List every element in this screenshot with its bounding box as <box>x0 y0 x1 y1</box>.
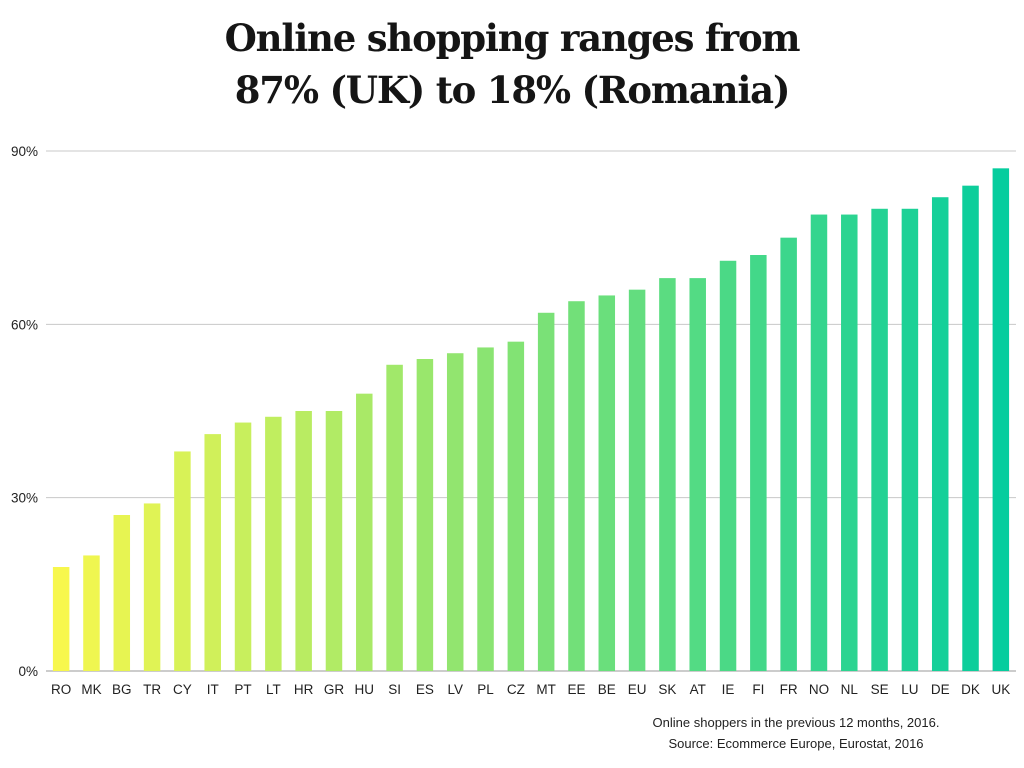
bar-ee <box>568 301 585 671</box>
footnote-source: Source: Ecommerce Europe, Eurostat, 2016 <box>668 736 924 751</box>
x-tick-label: IT <box>207 682 219 697</box>
bar-hu <box>356 393 373 671</box>
x-tick-label: PL <box>477 682 494 697</box>
bar-uk <box>992 168 1010 672</box>
x-tick-label: IE <box>722 682 735 697</box>
bar-ie <box>719 260 737 671</box>
x-tick-label: MT <box>536 682 556 697</box>
x-tick-label: NL <box>841 682 859 697</box>
y-tick-label: 60% <box>11 317 38 332</box>
x-tick-label: EU <box>628 682 647 697</box>
x-tick-label: LU <box>901 682 918 697</box>
x-tick-label: BE <box>598 682 616 697</box>
x-tick-label: LV <box>447 682 463 697</box>
footnote: Online shoppers in the previous 12 month… <box>616 712 976 754</box>
bar-nl <box>841 214 858 672</box>
bar-be <box>598 295 616 671</box>
x-tick-label: MK <box>81 682 101 697</box>
bar-si <box>386 364 403 671</box>
x-tick-label: EE <box>567 682 585 697</box>
x-tick-label: FR <box>780 682 798 697</box>
bar-pl <box>477 347 494 671</box>
chart-title-line-1: Online shopping ranges from <box>224 16 801 60</box>
x-tick-label: BG <box>112 682 132 697</box>
x-axis-ticks: RO MK BG TR CY IT PT LT HR GR HU SI ES LV PL CZ MT EE BE EU… <box>51 682 1010 697</box>
x-tick-label: RO <box>51 682 71 697</box>
x-tick-label: SI <box>388 682 401 697</box>
x-tick-label: LT <box>266 682 281 697</box>
x-tick-label: FI <box>752 682 764 697</box>
x-tick-label: UK <box>991 682 1010 697</box>
y-tick-label: 30% <box>11 491 38 506</box>
y-tick-label: 90% <box>11 144 38 159</box>
bars <box>52 168 1010 672</box>
x-tick-label: DK <box>961 682 980 697</box>
y-axis-ticks: 0% 30% 60% 90% <box>11 144 38 679</box>
gridlines <box>46 150 1016 672</box>
bar-tr <box>143 503 161 671</box>
x-tick-label: SK <box>658 682 676 697</box>
bar-lv <box>446 353 464 671</box>
x-tick-label: HR <box>294 682 314 697</box>
x-tick-label: HU <box>355 682 375 697</box>
footnote-description: Online shoppers in the previous 12 month… <box>652 715 940 730</box>
x-tick-label: DE <box>931 682 950 697</box>
bar-mk <box>83 555 100 671</box>
bar-bg <box>113 515 131 671</box>
bar-es <box>416 359 434 671</box>
bar-se <box>871 208 888 671</box>
x-tick-label: PT <box>234 682 251 697</box>
bar-cz <box>507 341 525 671</box>
y-tick-label: 0% <box>18 664 38 679</box>
x-tick-label: ES <box>416 682 434 697</box>
bar-ro <box>52 567 70 671</box>
bar-pt <box>234 422 252 671</box>
bar-de <box>931 197 949 671</box>
bar-hr <box>295 411 312 671</box>
x-tick-label: TR <box>143 682 161 697</box>
bar-cy <box>174 451 191 671</box>
bar-lt <box>265 416 282 671</box>
x-tick-label: GR <box>324 682 345 697</box>
bar-sk <box>659 278 676 671</box>
bar-lu <box>901 208 919 671</box>
bar-at <box>689 278 706 671</box>
bar-mt <box>537 312 555 671</box>
chart-title-line-2: 87% (UK) to 18% (Romania) <box>234 68 791 112</box>
bar-gr <box>325 411 343 671</box>
bar-fr <box>780 237 797 671</box>
x-tick-label: AT <box>690 682 706 697</box>
x-tick-label: SE <box>871 682 889 697</box>
bar-dk <box>962 185 979 671</box>
bar-eu <box>628 289 646 671</box>
x-tick-label: CZ <box>507 682 525 697</box>
x-tick-label: CY <box>173 682 192 697</box>
x-tick-label: NO <box>809 682 829 697</box>
chart-title: Online shopping ranges from 87% (UK) to … <box>0 12 1024 116</box>
bar-chart: 0% 30% 60% 90% RO MK BG TR CY IT PT LT HR GR HU SI ES LV… <box>11 144 1016 697</box>
bar-fi <box>750 255 767 671</box>
bar-no <box>810 214 828 672</box>
bar-it <box>204 434 221 671</box>
